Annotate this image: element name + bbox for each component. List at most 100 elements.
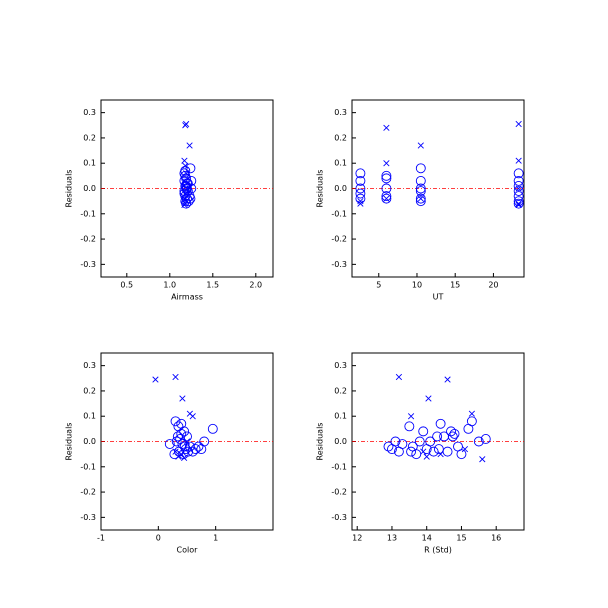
point (415, 186, 426, 196)
point (207, 423, 218, 434)
point (183, 170, 190, 177)
y-tick-label: -0.1 (331, 462, 347, 471)
point (515, 200, 522, 207)
point (415, 163, 426, 174)
point (179, 175, 190, 186)
x-axis-label: Color (177, 546, 199, 555)
point (473, 436, 484, 447)
point (447, 431, 458, 442)
point (513, 181, 524, 191)
y-tick-label: 0.3 (83, 361, 96, 370)
x-axis-label: Airmass (171, 293, 203, 302)
point (182, 190, 189, 197)
point (461, 445, 469, 453)
point (515, 120, 522, 128)
point (423, 453, 430, 460)
point (415, 183, 426, 194)
point (479, 456, 486, 463)
x-tick-label: 0.5 (120, 281, 133, 290)
point (446, 426, 456, 437)
x-tick-label: 2.0 (249, 281, 262, 290)
point (183, 120, 190, 128)
y-tick-label: 0.0 (334, 184, 347, 193)
point (513, 198, 524, 209)
point (415, 193, 426, 204)
point (513, 191, 524, 202)
point (390, 436, 401, 447)
point (415, 196, 426, 207)
y-tick-label: 0.1 (83, 412, 96, 421)
point (468, 410, 475, 417)
point (179, 395, 186, 402)
point (513, 168, 524, 179)
y-tick-label: 0.2 (83, 133, 96, 142)
point (181, 157, 188, 164)
y-axis-label: Residuals (65, 170, 74, 208)
point (407, 413, 415, 420)
point (513, 175, 524, 186)
point (417, 195, 424, 202)
point (411, 449, 422, 460)
point (178, 451, 185, 458)
point (383, 441, 394, 452)
y-tick-label: 0.1 (334, 159, 347, 168)
point (185, 193, 196, 204)
y-tick-label: 0.3 (334, 361, 347, 370)
x-tick-label: 5 (376, 281, 381, 290)
point (182, 193, 192, 204)
point (381, 183, 392, 194)
y-axis-label: Residuals (65, 423, 74, 461)
point (449, 428, 460, 439)
point (515, 157, 522, 164)
point (432, 431, 443, 442)
point (442, 446, 453, 457)
point (190, 444, 201, 455)
point (383, 124, 390, 131)
point (193, 441, 204, 452)
point (179, 426, 190, 437)
y-axis-label: Residuals (316, 423, 325, 461)
y-tick-label: 0.3 (334, 108, 347, 117)
y-tick-label: -0.2 (80, 488, 96, 497)
y-tick-label: -0.2 (331, 235, 347, 244)
y-tick-label: 0.2 (83, 386, 96, 395)
point (182, 162, 189, 169)
x-tick-label: 12 (352, 534, 362, 543)
point (172, 431, 183, 442)
point (181, 454, 188, 462)
y-tick-label: -0.2 (331, 488, 347, 497)
y-tick-label: 0.0 (83, 184, 96, 193)
y-tick-label: 0.0 (83, 437, 96, 446)
x-tick-label: 1.5 (206, 281, 219, 290)
point (383, 160, 390, 167)
x-axis-label: R (Std) (424, 546, 452, 555)
point (186, 175, 197, 186)
point (425, 436, 436, 447)
point (404, 421, 415, 432)
point (179, 441, 190, 452)
y-tick-label: -0.2 (80, 235, 96, 244)
point (152, 376, 159, 383)
point (381, 193, 392, 204)
point (185, 163, 196, 174)
point (189, 413, 196, 420)
y-tick-label: -0.3 (80, 513, 96, 522)
x-tick-label: 14 (422, 534, 432, 543)
point (395, 373, 403, 381)
y-tick-label: -0.3 (331, 260, 347, 269)
point (406, 446, 417, 457)
y-axis-label: Residuals (316, 170, 325, 208)
x-tick-label: 15 (456, 534, 466, 543)
y-tick-label: -0.3 (331, 513, 347, 522)
y-tick-label: 0.1 (83, 159, 96, 168)
y-tick-label: -0.1 (331, 209, 347, 218)
point (355, 183, 366, 194)
point (176, 418, 187, 429)
x-tick-label: 16 (491, 534, 501, 543)
x-tick-label: 13 (387, 534, 397, 543)
point (466, 416, 477, 427)
y-tick-label: 0.2 (334, 133, 347, 142)
point (355, 175, 366, 186)
